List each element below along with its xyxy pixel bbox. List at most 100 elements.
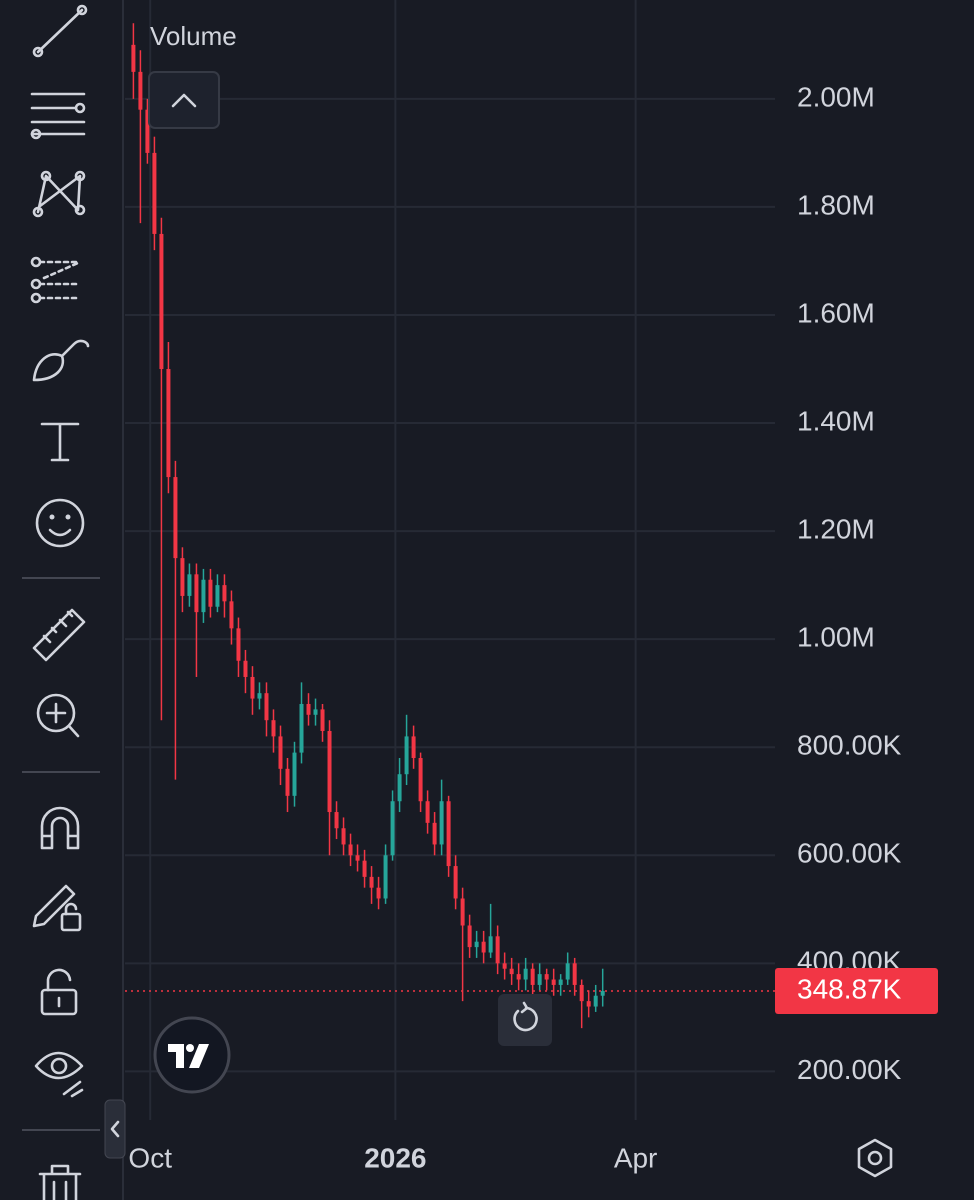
candle-body xyxy=(348,844,353,856)
candle-body xyxy=(299,703,304,753)
candle-body xyxy=(551,979,556,985)
candle-body xyxy=(467,925,472,948)
candle-body xyxy=(530,968,535,985)
tradingview-logo[interactable] xyxy=(153,1016,231,1094)
lock-drawing-tool[interactable] xyxy=(32,884,82,932)
candle-body xyxy=(166,369,171,478)
y-tick-label: 1.40M xyxy=(797,405,875,436)
last-price-badge xyxy=(775,967,938,1014)
candle-body xyxy=(334,812,339,829)
candle-body xyxy=(229,601,234,629)
candle-body xyxy=(187,574,192,596)
candle-body xyxy=(495,936,500,964)
candle-body xyxy=(481,941,486,953)
candle-body xyxy=(180,558,185,596)
candle-body xyxy=(292,752,297,796)
candle-body xyxy=(194,574,199,613)
candle-body xyxy=(460,898,465,926)
candle-body xyxy=(145,109,150,153)
candle-body xyxy=(425,801,430,823)
candle-body xyxy=(222,585,227,602)
candle-body xyxy=(355,855,360,861)
last-price-label: 348.87K xyxy=(797,973,902,1004)
x-tick-label: 2026 xyxy=(364,1142,426,1173)
candle-body xyxy=(250,676,255,699)
candle-body xyxy=(201,579,206,613)
settings-button[interactable] xyxy=(857,1138,893,1178)
fib-tool[interactable] xyxy=(30,92,86,140)
candle-body xyxy=(593,995,598,1007)
candle-body xyxy=(152,152,157,234)
candle-body xyxy=(544,974,549,980)
candle-body xyxy=(488,936,493,953)
candle-body xyxy=(313,709,318,715)
brush-tool[interactable] xyxy=(32,339,90,382)
candle-body xyxy=(173,477,178,559)
y-tick-label: 1.20M xyxy=(797,513,875,544)
reset-chart-button[interactable] xyxy=(498,994,552,1046)
candle-body xyxy=(404,736,409,775)
candle-body xyxy=(159,233,164,370)
candle-body xyxy=(586,1001,591,1007)
candle-body xyxy=(306,703,311,715)
candle-body xyxy=(383,855,388,899)
collapse-button[interactable] xyxy=(148,71,220,129)
y-tick-label: 600.00K xyxy=(797,838,902,869)
projection-tool[interactable] xyxy=(30,256,82,304)
pattern-tool[interactable] xyxy=(32,170,86,218)
hide-toolbar-tab[interactable] xyxy=(104,1099,126,1159)
y-tick-label: 1.60M xyxy=(797,297,875,328)
candle-body xyxy=(474,941,479,948)
magnet-tool[interactable] xyxy=(40,806,80,850)
text-tool[interactable] xyxy=(40,422,80,462)
trend-line-tool[interactable] xyxy=(32,4,88,58)
toolbar xyxy=(22,4,100,1200)
y-tick-label: 200.00K xyxy=(797,1054,902,1085)
candle-body xyxy=(257,693,262,699)
candle-body xyxy=(236,628,241,661)
candle-body xyxy=(271,720,276,737)
candle-body xyxy=(243,660,248,677)
candle-body xyxy=(418,758,423,802)
y-tick-label: 2.00M xyxy=(797,81,875,112)
candle-body xyxy=(131,44,136,72)
zoom-tool[interactable] xyxy=(36,693,80,738)
candle-body xyxy=(138,71,143,110)
grid xyxy=(125,0,775,1120)
y-tick-label: 1.80M xyxy=(797,189,875,220)
y-tick-label: 1.00M xyxy=(797,622,875,653)
lock-tool[interactable] xyxy=(40,968,78,1016)
candle-body xyxy=(558,979,563,985)
candle-body xyxy=(390,801,395,856)
legend-title: Volume xyxy=(150,21,237,51)
candle-body xyxy=(523,968,528,980)
candle-body xyxy=(376,887,381,899)
candle-body xyxy=(278,736,283,769)
candle-body xyxy=(208,579,213,607)
delete-tool[interactable] xyxy=(38,1164,82,1200)
candle-body xyxy=(600,990,605,996)
candle-body xyxy=(327,730,332,813)
candle-body xyxy=(432,822,437,845)
candle-body xyxy=(446,801,451,867)
emoji-tool[interactable] xyxy=(35,498,85,548)
candle-body xyxy=(369,876,374,888)
candle-body xyxy=(565,963,570,980)
candle-body xyxy=(537,974,542,985)
candle-body xyxy=(572,963,577,985)
candle-body xyxy=(341,828,346,845)
candle-body xyxy=(320,709,325,731)
candle-body xyxy=(439,801,444,845)
candle-body xyxy=(215,585,220,607)
candle-body xyxy=(502,963,507,969)
candle-body xyxy=(509,968,514,975)
candle-body xyxy=(516,974,521,980)
candle-body xyxy=(264,693,269,721)
candle-body xyxy=(285,768,290,796)
visibility-tool[interactable] xyxy=(34,1051,84,1098)
ruler-tool[interactable] xyxy=(32,608,86,662)
x-tick-label: Apr xyxy=(614,1142,658,1173)
